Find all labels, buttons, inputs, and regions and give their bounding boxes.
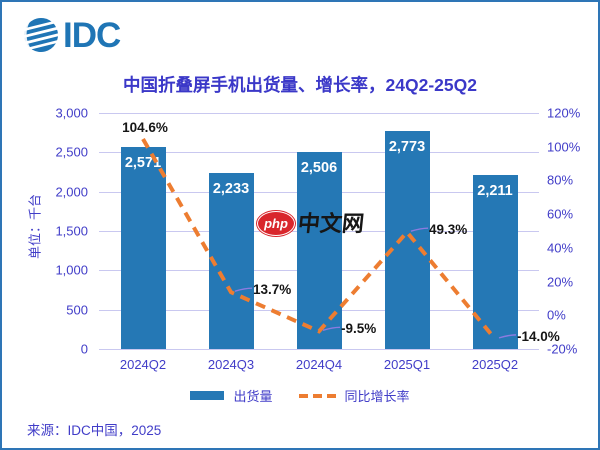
x-axis-label: 2025Q1 xyxy=(383,357,431,372)
chart-title: 中国折叠屏手机出货量、增长率，24Q2-25Q2 xyxy=(123,75,477,95)
right-axis-tick-label: 0% xyxy=(547,307,566,323)
growth-rate-label: 13.7% xyxy=(253,282,292,298)
legend-bar-label: 出货量 xyxy=(233,389,273,404)
left-axis-tick-label: 0 xyxy=(80,341,88,357)
legend-bar-swatch xyxy=(190,391,225,400)
gridline xyxy=(99,113,539,114)
bar-value-label: 2,233 xyxy=(212,181,250,198)
x-axis-label: 2024Q3 xyxy=(207,357,255,372)
growth-rate-label: -9.5% xyxy=(341,321,377,337)
right-axis-tick-label: 60% xyxy=(547,206,574,222)
right-axis-tick-label: -20% xyxy=(547,341,578,357)
growth-rate-label: -14.0% xyxy=(517,328,560,344)
watermark: php 中文网 xyxy=(257,210,366,236)
source-note: 来源：IDC中国，2025 xyxy=(27,423,162,438)
idc-globe-icon xyxy=(22,18,60,54)
bar-2024Q2 xyxy=(120,146,166,349)
right-axis-tick-label: 40% xyxy=(547,240,574,256)
x-axis-label: 2025Q2 xyxy=(471,357,519,372)
bar-2024Q3 xyxy=(208,173,254,349)
left-axis-tick-label: 2,000 xyxy=(55,184,88,200)
legend-dashed-line-swatch xyxy=(298,393,336,398)
right-axis-tick-label: 120% xyxy=(547,105,581,121)
idc-logo-text: IDC xyxy=(63,15,121,55)
x-axis-label: 2024Q4 xyxy=(295,357,343,372)
left-axis-tick-label: 1,500 xyxy=(55,223,88,239)
left-axis-tick-label: 1,000 xyxy=(55,262,88,278)
left-axis-tick-label: 2,500 xyxy=(55,144,88,160)
growth-rate-label: 49.3% xyxy=(429,222,468,238)
right-axis-tick-label: 80% xyxy=(547,172,574,188)
php-badge-icon: php xyxy=(257,211,295,236)
x-axis-label: 2024Q2 xyxy=(119,357,167,372)
bar-value-label: 2,506 xyxy=(300,159,338,176)
watermark-text: 中文网 xyxy=(296,210,366,236)
right-axis-tick-label: 20% xyxy=(547,274,574,290)
growth-rate-label: 104.6% xyxy=(122,120,168,136)
legend: 出货量 同比增长率 xyxy=(2,386,598,405)
bar-2025Q1 xyxy=(384,130,430,349)
bar-2025Q2 xyxy=(472,175,518,349)
bar-value-label: 2,773 xyxy=(388,138,426,155)
bar-value-label: 2,211 xyxy=(477,183,513,200)
idc-logo: IDC xyxy=(22,15,121,55)
bar-2024Q4 xyxy=(296,151,342,349)
gridline xyxy=(99,349,539,350)
php-badge-text: php xyxy=(264,216,288,231)
right-axis-tick-label: 100% xyxy=(547,139,581,155)
legend-line-label: 同比增长率 xyxy=(344,389,410,404)
bar-value-label: 2,571 xyxy=(124,154,162,171)
left-axis-tick-label: 500 xyxy=(66,302,88,318)
left-axis-tick-label: 3,000 xyxy=(55,105,88,121)
